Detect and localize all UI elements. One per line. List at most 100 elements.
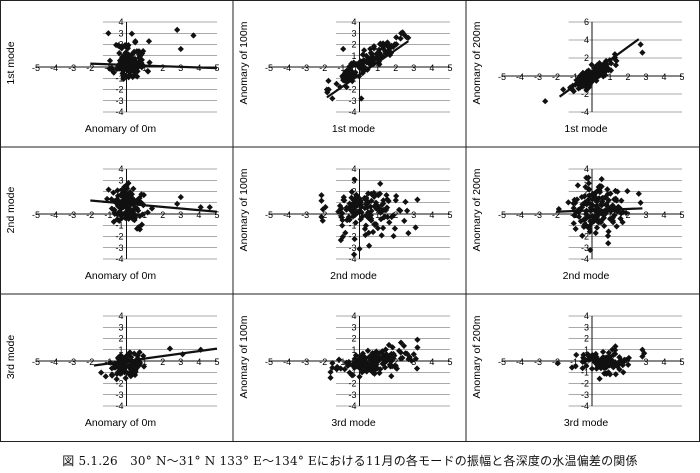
data-point <box>588 61 595 68</box>
data-point <box>114 187 121 194</box>
y-tick-label: 2 <box>584 53 589 63</box>
data-point <box>637 41 644 48</box>
data-point <box>402 198 409 205</box>
data-point <box>391 41 398 48</box>
data-point <box>379 348 386 355</box>
y-axis-label: 2nd mode <box>5 186 17 233</box>
y-tick-label: 1 <box>118 345 123 355</box>
data-point <box>140 352 147 359</box>
data-point <box>378 232 385 239</box>
data-point <box>366 242 373 249</box>
data-point <box>132 38 139 45</box>
data-point <box>385 354 392 361</box>
data-point <box>379 224 387 232</box>
x-tick-label: -5 <box>498 210 506 220</box>
x-tick-label: -1 <box>570 357 578 367</box>
y-axis-label: Anomary of 100m <box>238 168 250 251</box>
data-point <box>400 342 408 349</box>
data-point <box>140 191 147 199</box>
data-point <box>572 225 579 232</box>
x-tick-label: 5 <box>679 72 684 82</box>
trend-line <box>326 40 409 99</box>
data-point <box>338 205 345 212</box>
data-point <box>329 364 336 371</box>
data-point <box>635 190 642 197</box>
data-point <box>119 65 126 72</box>
x-tick-label: 5 <box>214 210 219 220</box>
data-point <box>335 208 342 215</box>
data-point <box>390 355 397 362</box>
data-point <box>392 364 399 371</box>
data-point <box>345 358 352 366</box>
data-point <box>587 246 594 254</box>
data-point <box>377 41 384 48</box>
data-point <box>373 361 380 368</box>
x-tick-label: 2 <box>393 63 398 73</box>
data-point <box>378 201 386 208</box>
y-tick-label: -1 <box>581 367 589 377</box>
y-tick-label: 4 <box>118 17 123 27</box>
x-tick-label: 4 <box>661 210 666 220</box>
data-point <box>346 361 354 368</box>
y-tick-label: -2 <box>115 379 123 389</box>
data-point <box>579 232 586 239</box>
data-point <box>592 350 599 358</box>
data-point <box>367 212 374 219</box>
data-point <box>364 211 371 218</box>
data-point <box>570 220 577 227</box>
y-tick-label: 4 <box>351 164 356 174</box>
data-point <box>145 38 153 45</box>
data-point <box>190 32 197 39</box>
y-tick-label: -4 <box>581 254 589 264</box>
data-point <box>351 212 358 219</box>
data-point <box>382 206 390 214</box>
data-point <box>118 43 125 50</box>
data-point <box>368 361 375 368</box>
x-tick-label: 1 <box>607 210 612 220</box>
x-tick-label: -3 <box>534 357 542 367</box>
trend-line <box>90 199 218 213</box>
data-point <box>138 59 145 67</box>
x-tick-label: 4 <box>429 210 434 220</box>
data-point <box>358 95 365 102</box>
data-point <box>388 358 395 365</box>
y-tick-label: 4 <box>584 311 589 321</box>
data-point <box>110 189 117 196</box>
data-point <box>105 30 112 37</box>
data-point <box>362 222 370 229</box>
x-tick-label: 3 <box>178 357 183 367</box>
data-point <box>133 48 140 55</box>
data-point <box>607 190 614 197</box>
data-point <box>389 344 396 351</box>
data-point <box>357 216 364 223</box>
data-point <box>381 359 388 366</box>
data-point <box>197 204 204 211</box>
data-point <box>318 192 325 199</box>
data-point <box>361 367 368 374</box>
data-point <box>578 74 586 82</box>
x-tick-label: -2 <box>319 357 327 367</box>
data-point <box>108 205 115 212</box>
data-point <box>384 39 391 46</box>
data-point <box>572 363 579 370</box>
data-point <box>383 204 391 211</box>
y-tick-label: -4 <box>348 401 356 411</box>
data-point <box>371 351 378 358</box>
data-point <box>379 353 386 361</box>
data-point <box>604 186 611 193</box>
data-point <box>340 194 347 201</box>
data-point <box>571 212 578 219</box>
data-point <box>367 203 374 210</box>
data-point <box>596 375 603 382</box>
x-tick-label: 3 <box>643 357 648 367</box>
y-tick-label: -3 <box>115 96 123 106</box>
data-point <box>585 213 593 221</box>
data-point <box>390 232 397 240</box>
x-tick-label: 1 <box>607 72 612 82</box>
x-tick-label: 1 <box>142 63 147 73</box>
data-point <box>114 368 122 376</box>
data-point <box>560 86 567 93</box>
